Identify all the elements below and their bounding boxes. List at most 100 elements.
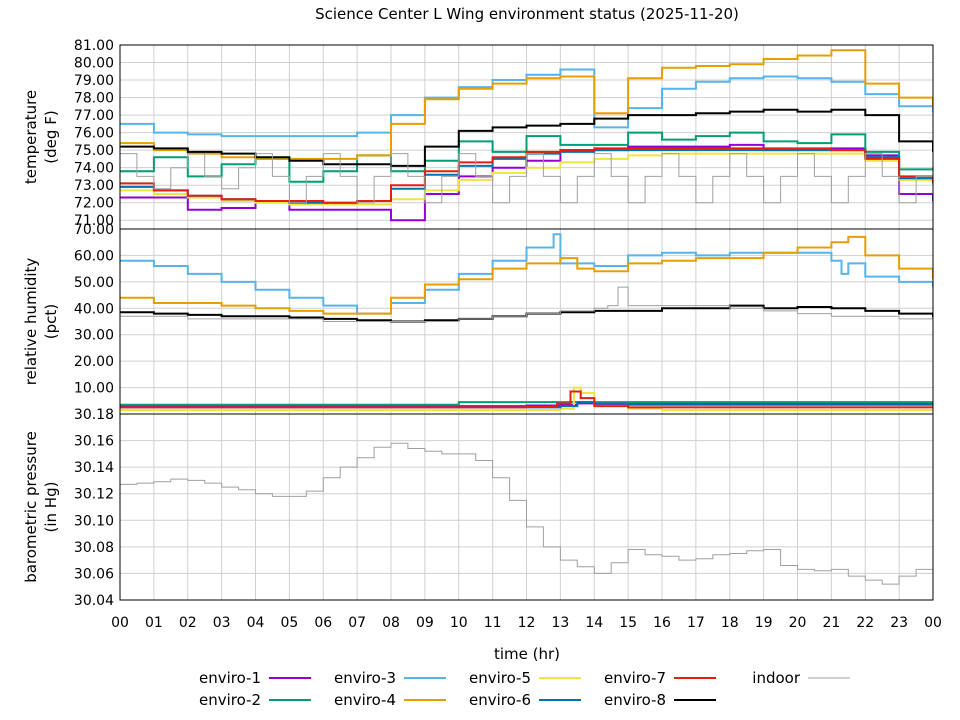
series-line-enviro-7 xyxy=(120,390,933,409)
y-tick-label: 30.08 xyxy=(74,540,114,556)
series-group xyxy=(120,442,933,585)
x-tick-label: 08 xyxy=(382,615,400,631)
y-tick-label: 30.14 xyxy=(74,460,114,476)
series-group xyxy=(120,49,933,222)
x-tick-label: 19 xyxy=(755,615,773,631)
series-group xyxy=(120,233,933,411)
x-tick-label: 00 xyxy=(111,615,129,631)
y-axis-label-line: (in Hg) xyxy=(42,482,60,533)
series-line-indoor xyxy=(120,442,933,585)
x-tick-label: 09 xyxy=(416,615,434,631)
legend-entry-indoor: indoor xyxy=(752,669,850,687)
series-line-enviro-7 xyxy=(120,147,933,204)
series-line-enviro-5 xyxy=(120,386,933,411)
legend-label: indoor xyxy=(752,669,801,687)
y-tick-label: 72.00 xyxy=(74,196,114,212)
y-tick-label: 80.00 xyxy=(74,56,114,72)
series-line-indoor xyxy=(120,153,933,204)
y-tick-label: 60.00 xyxy=(74,248,114,264)
legend-entry-enviro-7: enviro-7 xyxy=(604,669,716,687)
x-tick-label: 22 xyxy=(856,615,874,631)
x-tick-label: 03 xyxy=(213,615,231,631)
y-tick-label: 70.00 xyxy=(74,222,114,238)
panel-pressure: 30.04 30.06 30.08 30.10 30.12 30.14 30.16 30.18… xyxy=(22,407,934,609)
y-tick-label: 77.00 xyxy=(74,108,114,124)
y-tick-label: 30.04 xyxy=(74,593,114,609)
y-tick-label: 30.12 xyxy=(74,487,114,503)
legend-label: enviro-2 xyxy=(199,691,261,709)
y-axis-label-line: relative humidity xyxy=(22,258,40,386)
y-tick-label: 30.06 xyxy=(74,566,114,582)
legend-entry-enviro-6: enviro-6 xyxy=(469,691,581,709)
x-tick-label: 04 xyxy=(247,615,265,631)
legend: enviro-1 enviro-2 enviro-3 enviro-4 enviro-5… xyxy=(199,669,850,709)
x-tick-label: 11 xyxy=(484,615,502,631)
x-tick-label: 18 xyxy=(721,615,739,631)
x-tick-label: 12 xyxy=(518,615,536,631)
x-tick-label: 10 xyxy=(450,615,468,631)
y-axis-label-line: (deg F) xyxy=(42,110,60,163)
series-line-enviro-2 xyxy=(120,401,933,406)
x-tick-label: 20 xyxy=(789,615,807,631)
plot-frame xyxy=(119,413,934,601)
legend-entry-enviro-5: enviro-5 xyxy=(469,669,581,687)
y-tick-label: 75.00 xyxy=(74,143,114,159)
y-tick-label: 73.00 xyxy=(74,178,114,194)
x-tick-labels: 00 01 02 03 04 05 06 07 08 09 10 11 12 13 14 15 16 17 18 19… xyxy=(111,615,942,631)
legend-entry-enviro-1: enviro-1 xyxy=(199,669,311,687)
legend-label: enviro-7 xyxy=(604,669,666,687)
y-tick-label: 10.00 xyxy=(74,381,114,397)
x-axis-label: time (hr) xyxy=(494,645,560,663)
y-tick-label: 30.00 xyxy=(74,328,114,344)
y-tick-label: 81.00 xyxy=(74,38,114,54)
legend-label: enviro-3 xyxy=(334,669,396,687)
panel-humidity: 10.00 20.00 30.00 40.00 50.00 60.00 70.00 relat… xyxy=(22,222,934,415)
x-tick-label: 13 xyxy=(551,615,569,631)
legend-label: enviro-1 xyxy=(199,669,261,687)
legend-label: enviro-8 xyxy=(604,691,666,709)
y-axis-label-line: temperature xyxy=(22,90,40,184)
y-tick-label: 40.00 xyxy=(74,301,114,317)
series-line-enviro-3 xyxy=(120,68,933,138)
y-tick-label: 74.00 xyxy=(74,161,114,177)
x-tick-label: 23 xyxy=(890,615,908,631)
y-tick-label: 30.16 xyxy=(74,434,114,450)
y-tick-label: 71.00 xyxy=(74,213,114,229)
y-axis-label: barometric pressure (in Hg) xyxy=(22,431,60,583)
legend-entry-enviro-8: enviro-8 xyxy=(604,691,716,709)
y-tick-label: 50.00 xyxy=(74,275,114,291)
x-tick-label: 15 xyxy=(619,615,637,631)
y-axis-label: relative humidity (pct) xyxy=(22,258,60,386)
y-tick-label: 20.00 xyxy=(74,354,114,370)
y-tick-label: 76.00 xyxy=(74,126,114,142)
x-tick-label: 07 xyxy=(348,615,366,631)
legend-label: enviro-5 xyxy=(469,669,531,687)
x-tick-label: 00 xyxy=(924,615,942,631)
y-axis-label-line: (pct) xyxy=(42,304,60,339)
chart-title: Science Center L Wing environment status… xyxy=(315,5,739,23)
series-line-enviro-3 xyxy=(120,233,933,315)
legend-entry-enviro-4: enviro-4 xyxy=(334,691,446,709)
y-tick-label: 78.00 xyxy=(74,91,114,107)
legend-label: enviro-6 xyxy=(469,691,531,709)
y-axis-label-line: barometric pressure xyxy=(22,431,40,583)
x-tick-label: 06 xyxy=(314,615,332,631)
x-tick-label: 14 xyxy=(585,615,603,631)
legend-entry-enviro-2: enviro-2 xyxy=(199,691,311,709)
x-tick-label: 16 xyxy=(653,615,671,631)
x-tick-label: 02 xyxy=(179,615,197,631)
y-axis-label: temperature (deg F) xyxy=(22,90,60,184)
x-tick-label: 01 xyxy=(145,615,163,631)
x-tick-label: 05 xyxy=(280,615,298,631)
x-tick-label: 17 xyxy=(687,615,705,631)
legend-entry-enviro-3: enviro-3 xyxy=(334,669,446,687)
x-tick-label: 21 xyxy=(822,615,840,631)
series-line-enviro-4 xyxy=(120,235,933,315)
y-tick-label: 30.10 xyxy=(74,513,114,529)
series-line-indoor xyxy=(120,286,933,322)
legend-label: enviro-4 xyxy=(334,691,396,709)
y-tick-label: 30.18 xyxy=(74,407,114,423)
